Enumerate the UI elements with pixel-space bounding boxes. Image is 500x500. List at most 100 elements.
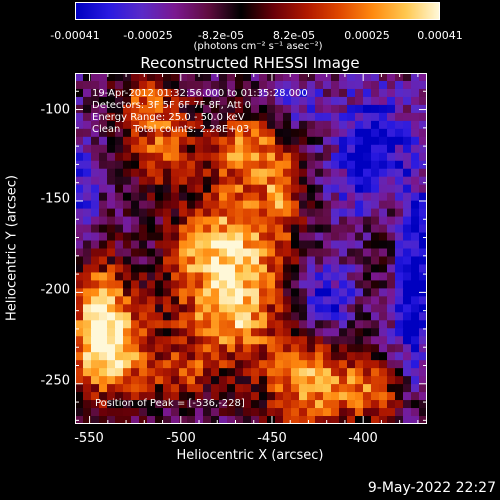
heatmap-cell <box>323 144 332 154</box>
heatmap-cell <box>371 248 380 258</box>
heatmap-cell <box>331 256 340 266</box>
heatmap-cell <box>363 192 372 202</box>
heatmap-cell <box>235 200 244 210</box>
heatmap-cell <box>267 112 276 122</box>
heatmap-cell <box>139 88 148 98</box>
heatmap-cell <box>187 304 196 313</box>
heatmap-cell <box>387 176 396 186</box>
heatmap-cell <box>419 272 427 282</box>
heatmap-cell <box>299 96 308 106</box>
heatmap-cell <box>195 272 204 282</box>
heatmap-cell <box>123 256 132 266</box>
heatmap-cell <box>371 73 380 82</box>
heatmap-cell <box>139 384 148 393</box>
heatmap-cell <box>91 344 100 353</box>
heatmap-cell <box>411 232 420 242</box>
heatmap-cell <box>355 248 364 258</box>
heatmap-cell <box>131 336 140 345</box>
heatmap-cell <box>115 73 124 82</box>
heatmap-cell <box>179 192 188 202</box>
heatmap-cell <box>371 200 380 210</box>
heatmap-cell <box>99 304 108 313</box>
heatmap-cell <box>83 288 92 297</box>
heatmap-cell <box>355 312 364 321</box>
heatmap-cell <box>355 272 364 282</box>
heatmap-cell <box>307 272 316 282</box>
heatmap-cell <box>83 392 92 401</box>
heatmap-cell <box>171 224 180 234</box>
heatmap-cell <box>179 96 188 106</box>
heatmap-cell <box>235 320 244 329</box>
heatmap-cell <box>171 232 180 242</box>
heatmap-cell <box>107 88 116 98</box>
colorbar-tick: -0.00025 <box>123 29 173 42</box>
heatmap-cell <box>283 416 292 424</box>
heatmap-cell <box>91 240 100 250</box>
heatmap-cell <box>99 320 108 329</box>
heatmap-cell <box>187 264 196 274</box>
heatmap-cell <box>163 368 172 377</box>
heatmap-cell <box>83 144 92 154</box>
heatmap-cell <box>203 376 212 385</box>
heatmap-cell <box>395 152 404 162</box>
heatmap-cell <box>163 248 172 258</box>
heatmap-cell <box>387 152 396 162</box>
heatmap-cell <box>299 168 308 178</box>
heatmap-cell <box>347 112 356 122</box>
heatmap-cell <box>371 320 380 329</box>
heatmap-cell <box>203 128 212 138</box>
heatmap-cell <box>155 328 164 337</box>
heatmap-cell <box>147 416 156 424</box>
heatmap-cell <box>355 304 364 313</box>
heatmap-cell <box>243 208 252 218</box>
heatmap-cell <box>395 376 404 385</box>
heatmap-cell <box>155 160 164 170</box>
heatmap-cell <box>155 168 164 178</box>
heatmap-cell <box>283 176 292 186</box>
heatmap-cell <box>323 368 332 377</box>
colorbar-tick: -8.2e-05 <box>197 29 245 42</box>
heatmap-cell <box>235 112 244 122</box>
heatmap-cell <box>99 144 108 154</box>
heatmap-cell <box>339 288 348 297</box>
heatmap-cell <box>83 240 92 250</box>
heatmap-cell <box>363 256 372 266</box>
heatmap-cell <box>171 400 180 409</box>
heatmap-cell <box>299 128 308 138</box>
heatmap-cell <box>203 400 212 409</box>
heatmap-cell <box>163 376 172 385</box>
heatmap-cell <box>291 352 300 361</box>
heatmap-cell <box>251 256 260 266</box>
heatmap-cell <box>379 168 388 178</box>
heatmap-cell <box>195 96 204 106</box>
heatmap-cell <box>107 168 116 178</box>
heatmap-cell <box>339 264 348 274</box>
heatmap-cell <box>139 240 148 250</box>
heatmap-cell <box>379 288 388 297</box>
heatmap-cell <box>315 168 324 178</box>
heatmap-cell <box>115 240 124 250</box>
heatmap-cell <box>219 104 228 114</box>
heatmap-cell <box>179 200 188 210</box>
heatmap-cell <box>395 344 404 353</box>
heatmap-cell <box>163 360 172 369</box>
heatmap-cell <box>107 360 116 369</box>
heatmap-cell <box>267 176 276 186</box>
heatmap-cell <box>355 296 364 305</box>
heatmap-cell <box>211 136 220 146</box>
heatmap-cell <box>323 256 332 266</box>
heatmap-cell <box>387 344 396 353</box>
heatmap-cell <box>163 80 172 90</box>
heatmap-cell <box>75 80 84 90</box>
heatmap-cell <box>163 128 172 138</box>
y-axis-label: Heliocentric Y (arcsec) <box>4 175 20 321</box>
heatmap-cell <box>387 336 396 345</box>
heatmap-cell <box>339 80 348 90</box>
heatmap-cell <box>323 88 332 98</box>
heatmap-cell <box>131 272 140 282</box>
heatmap-cell <box>99 376 108 385</box>
heatmap-cell <box>99 152 108 162</box>
heatmap-cell <box>323 416 332 424</box>
heatmap-cell <box>195 136 204 146</box>
heatmap-cell <box>419 240 427 250</box>
